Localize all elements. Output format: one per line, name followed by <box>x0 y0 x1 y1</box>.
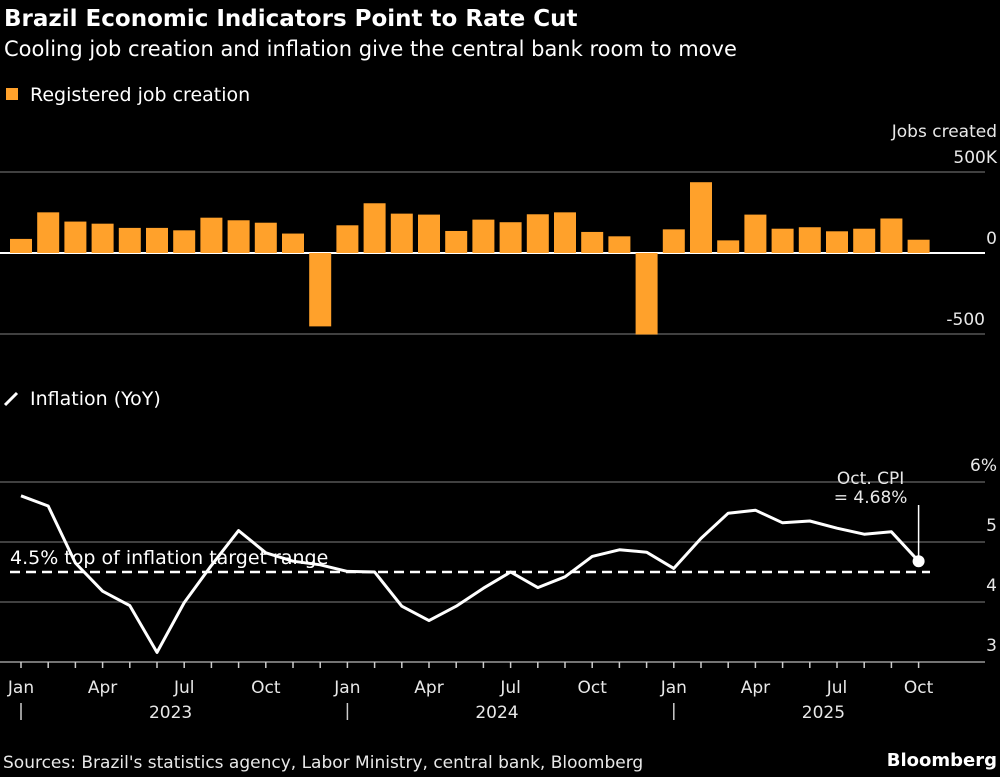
chart-subtitle: Cooling job creation and inflation give … <box>4 37 737 61</box>
annotation-line1: Oct. CPI <box>837 469 904 489</box>
job-bar <box>472 219 495 253</box>
job-bar <box>826 231 848 253</box>
job-bar <box>309 253 332 327</box>
job-bar <box>390 213 413 253</box>
job-bar <box>37 212 60 253</box>
job-bar <box>146 227 168 253</box>
x-year-label: 2023 <box>149 703 192 723</box>
x-month-label: Jan <box>660 678 687 698</box>
x-month-label: Jul <box>173 678 195 698</box>
jobs-ylabel: Jobs created <box>891 122 997 142</box>
source-note: Sources: Brazil's statistics agency, Lab… <box>3 753 643 773</box>
x-year-label: 2025 <box>802 703 845 723</box>
legend-square-icon <box>6 88 18 100</box>
oct-cpi-marker <box>912 555 925 568</box>
job-bar <box>717 240 740 253</box>
job-bar <box>880 218 903 253</box>
bar-ytick-label: -500 <box>946 310 985 330</box>
job-bar <box>798 227 821 253</box>
job-bar <box>771 228 794 253</box>
job-bar <box>200 217 223 253</box>
job-bar <box>64 221 87 253</box>
job-bar <box>336 225 359 253</box>
x-month-label: Oct <box>251 678 281 698</box>
bar-ytick-label: 0 <box>986 229 997 249</box>
job-bar <box>499 222 522 253</box>
job-bar <box>526 214 549 253</box>
job-bar <box>635 253 658 335</box>
target-range-label: 4.5% top of inflation target range <box>10 547 328 569</box>
job-bar <box>10 238 32 253</box>
legend-inflation: Inflation (YoY) <box>30 388 161 410</box>
job-bar <box>662 229 685 253</box>
x-month-label: Apr <box>414 678 443 698</box>
job-bar <box>445 230 468 253</box>
bloomberg-logo: Bloomberg <box>887 750 997 771</box>
job-bar <box>608 236 631 253</box>
job-bar <box>581 231 604 253</box>
job-bar <box>554 212 576 253</box>
inflation-line <box>20 494 920 654</box>
chart-title: Brazil Economic Indicators Point to Rate… <box>4 6 577 32</box>
job-bar <box>853 228 876 253</box>
job-bar <box>227 220 250 253</box>
job-bar <box>363 203 386 253</box>
x-month-label: Oct <box>577 678 607 698</box>
x-month-label: Jan <box>333 678 360 698</box>
x-month-label: Jul <box>499 678 521 698</box>
job-bar <box>254 222 277 253</box>
line-ytick-label: 5 <box>986 516 997 536</box>
job-bar <box>418 214 440 253</box>
line-ytick-label: 3 <box>986 636 997 656</box>
legend-jobs: Registered job creation <box>30 84 250 106</box>
legend-line-icon <box>3 391 19 407</box>
job-bar <box>118 227 141 253</box>
job-bar <box>907 239 930 253</box>
x-year-label: 2024 <box>475 703 518 723</box>
x-month-label: Oct <box>904 678 934 698</box>
job-bar <box>690 182 712 253</box>
line-ytick-label: 6% <box>970 456 997 476</box>
x-month-label: Apr <box>741 678 770 698</box>
line-ytick-label: 4 <box>986 576 997 596</box>
annotation-line2: = 4.68% <box>834 488 908 508</box>
x-month-label: Apr <box>88 678 117 698</box>
x-month-label: Jul <box>826 678 848 698</box>
job-bar <box>173 230 196 253</box>
bar-ytick-label: 500K <box>953 148 997 168</box>
job-bar <box>91 223 114 253</box>
job-bar <box>744 214 767 253</box>
x-month-label: Jan <box>7 678 34 698</box>
job-bar <box>282 233 304 253</box>
